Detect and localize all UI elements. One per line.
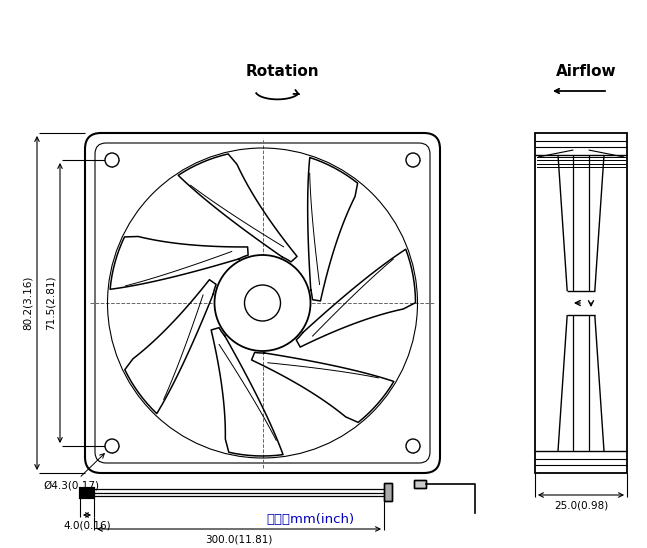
Circle shape xyxy=(406,153,420,167)
Text: Rotation: Rotation xyxy=(246,64,320,78)
Text: 300.0(11.81): 300.0(11.81) xyxy=(205,534,272,544)
Bar xyxy=(80,488,94,498)
Circle shape xyxy=(215,255,311,351)
Bar xyxy=(414,480,426,488)
FancyBboxPatch shape xyxy=(85,133,440,473)
Text: 4.0(0.16): 4.0(0.16) xyxy=(63,520,111,530)
Bar xyxy=(535,133,627,473)
Circle shape xyxy=(105,439,119,453)
Text: 80.2(3.16): 80.2(3.16) xyxy=(23,276,33,330)
Bar xyxy=(384,483,392,501)
Circle shape xyxy=(406,439,420,453)
Text: 单位：mm(inch): 单位：mm(inch) xyxy=(266,513,354,526)
Circle shape xyxy=(105,153,119,167)
Text: 71.5(2.81): 71.5(2.81) xyxy=(46,276,56,330)
Text: Airflow: Airflow xyxy=(556,64,617,78)
Text: 25.0(0.98): 25.0(0.98) xyxy=(554,500,608,510)
Bar xyxy=(414,480,426,488)
Bar xyxy=(384,483,392,501)
Text: Ø4.3(0.17): Ø4.3(0.17) xyxy=(43,454,104,491)
Bar xyxy=(80,488,94,498)
